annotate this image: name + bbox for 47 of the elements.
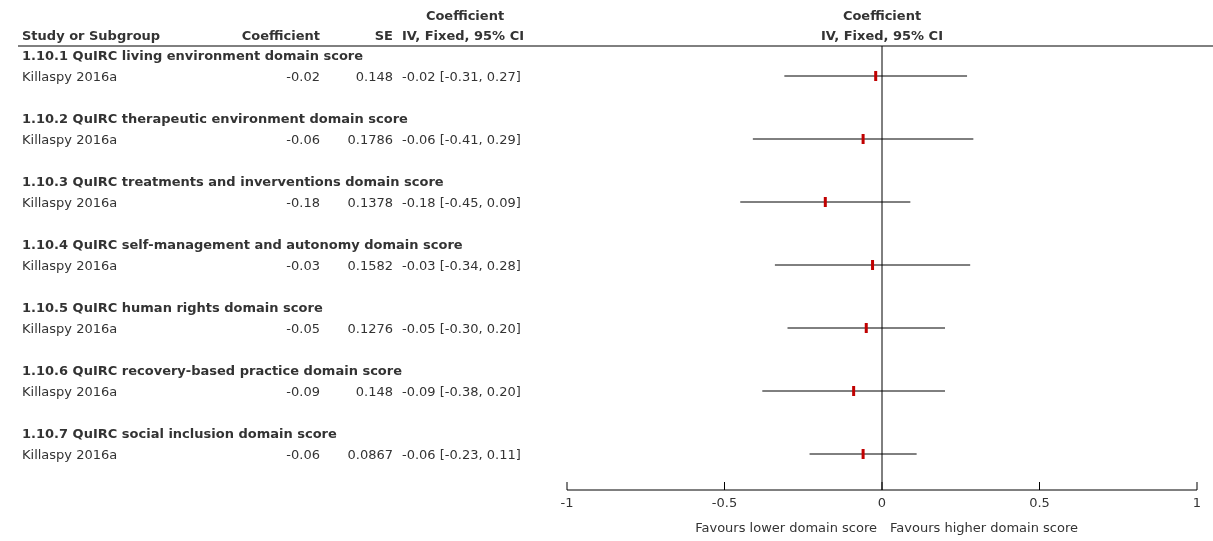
y-tick-label: 1.10.6 QuIRC recovery-based practice domain score: [22, 363, 403, 378]
y-tick-label: 1.10.1 QuIRC living environment domain score: [22, 48, 364, 63]
y-tick-label: 1.10.2 QuIRC therapeutic environment domain score: [22, 111, 409, 126]
y-tick-label: 1.10.3 QuIRC treatments and inverventions domain score: [22, 174, 444, 189]
y-tick-label: Killaspy 2016a: [22, 258, 118, 273]
y-tick-label: 1.10.5 QuIRC human rights domain score: [22, 300, 323, 315]
data-label: -0.06 [-0.23, 0.11]: [402, 447, 521, 462]
text: -0.06: [286, 132, 320, 147]
text: -0.09: [286, 384, 320, 399]
x-tick-label: -0.5: [711, 495, 738, 511]
text: 0.148: [355, 69, 393, 84]
text: -0.02: [286, 69, 320, 84]
data-label: -0.06 [-0.41, 0.29]: [402, 132, 521, 147]
data-label: -0.02 [-0.31, 0.27]: [402, 69, 521, 84]
text: -0.05: [286, 321, 320, 336]
text: -0.06: [286, 447, 320, 462]
data-label: -0.05 [-0.30, 0.20]: [402, 321, 521, 336]
x-tick-label: 0: [877, 495, 887, 511]
text: 0.1378: [347, 195, 393, 210]
text: 0.0867: [347, 447, 393, 462]
text: Coefficient: [241, 28, 320, 43]
data-label: -0.03 [-0.34, 0.28]: [402, 258, 521, 273]
text: 0.1582: [347, 258, 393, 273]
text: 0.1276: [347, 321, 393, 336]
text: Favours higher domain score: [890, 520, 1078, 535]
y-tick-label: Killaspy 2016a: [22, 69, 118, 84]
text: Coefficient IV, Fixed, 95% CI: [402, 8, 525, 43]
y-tick-label: 1.10.7 QuIRC social inclusion domain score: [22, 426, 337, 441]
text: 0.1786: [347, 132, 393, 147]
y-tick-label: Killaspy 2016a: [22, 447, 118, 462]
y-tick-label: Killaspy 2016a: [22, 195, 118, 210]
x-tick-label: -1: [560, 495, 574, 511]
text: Coefficient IV, Fixed, 95% CI: [820, 8, 944, 43]
data-label: -0.18 [-0.45, 0.09]: [402, 195, 521, 210]
y-tick-label: Killaspy 2016a: [22, 132, 118, 147]
text: 0.148: [355, 384, 393, 399]
text: -0.18: [286, 195, 320, 210]
y-tick-label: 1.10.4 QuIRC self-management and autonomy domain score: [22, 237, 463, 252]
x-tick-label: 0.5: [1029, 495, 1050, 511]
y-tick-label: Killaspy 2016a: [22, 384, 118, 399]
text: Study or Subgroup: [22, 28, 161, 43]
text: Favours lower domain score: [695, 520, 877, 535]
text: -0.03: [286, 258, 320, 273]
text: SE: [374, 28, 393, 43]
data-label: -0.09 [-0.38, 0.20]: [402, 384, 521, 399]
x-tick-label: 1: [1192, 495, 1202, 511]
y-tick-label: Killaspy 2016a: [22, 321, 118, 336]
